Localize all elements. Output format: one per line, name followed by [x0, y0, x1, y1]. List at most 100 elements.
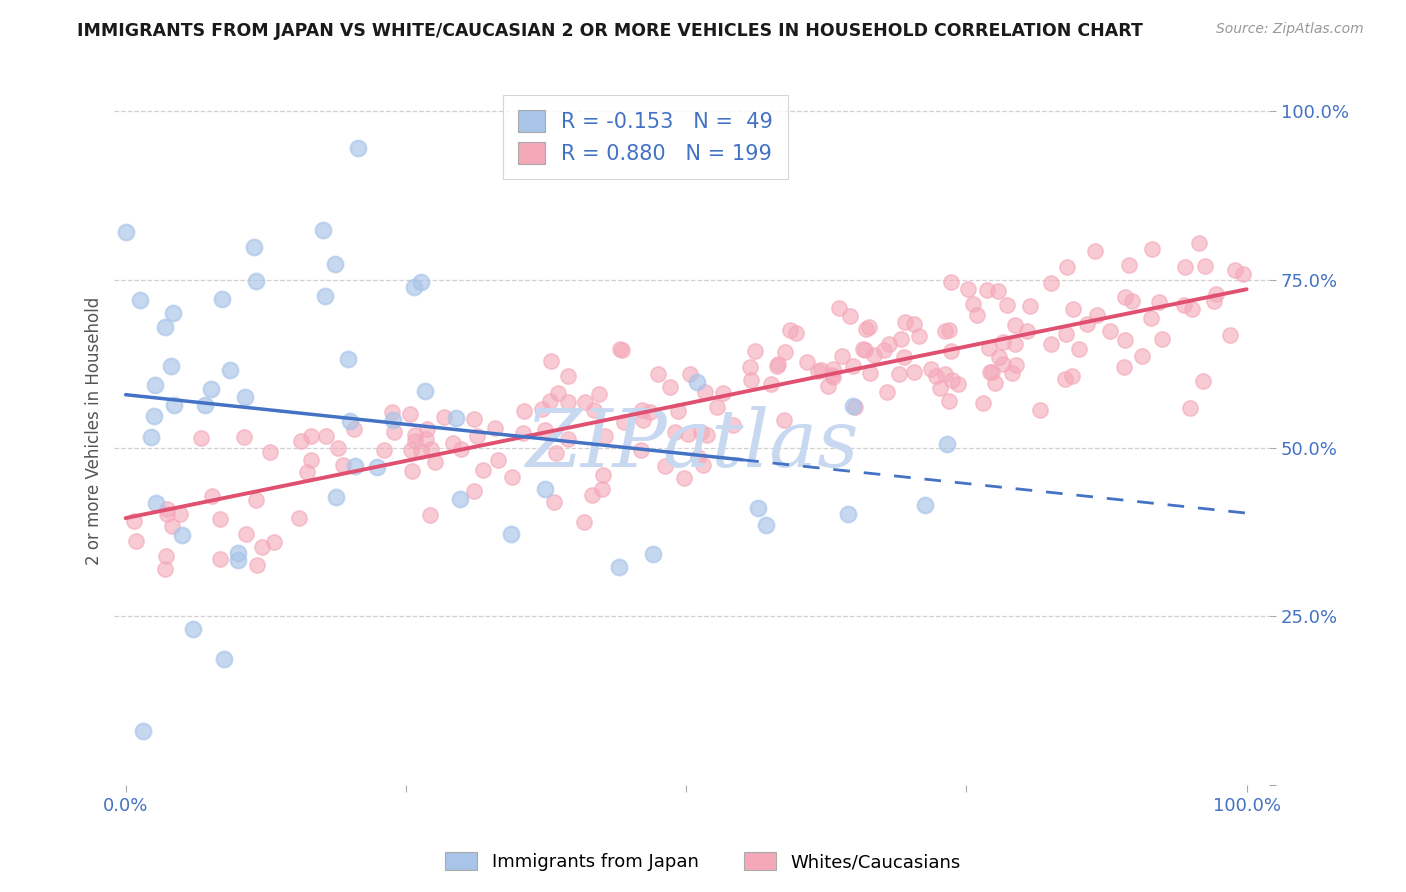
Point	[935, 437, 957, 451]
Legend: Immigrants from Japan, Whites/Caucasians: Immigrants from Japan, Whites/Caucasians	[437, 845, 969, 879]
Point	[929, 381, 952, 395]
Point	[211, 292, 233, 306]
Point	[1194, 259, 1216, 273]
Point	[1085, 308, 1108, 322]
Point	[245, 274, 267, 288]
Point	[538, 394, 561, 409]
Point	[993, 357, 1015, 371]
Point	[413, 384, 436, 398]
Point	[1130, 350, 1153, 364]
Point	[1076, 317, 1098, 331]
Point	[1219, 327, 1241, 342]
Point	[1174, 260, 1197, 274]
Point	[339, 414, 361, 428]
Point	[894, 316, 917, 330]
Point	[641, 547, 664, 561]
Point	[1054, 327, 1077, 342]
Point	[343, 422, 366, 436]
Point	[768, 357, 790, 371]
Point	[1004, 318, 1026, 332]
Point	[1053, 372, 1076, 386]
Point	[858, 319, 880, 334]
Point	[325, 491, 347, 505]
Point	[852, 342, 875, 356]
Point	[581, 487, 603, 501]
Point	[226, 546, 249, 560]
Point	[501, 526, 523, 541]
Point	[876, 385, 898, 400]
Point	[1142, 243, 1164, 257]
Point	[654, 459, 676, 474]
Point	[382, 425, 405, 439]
Text: Source: ZipAtlas.com: Source: ZipAtlas.com	[1216, 22, 1364, 37]
Point	[416, 421, 439, 435]
Point	[666, 404, 689, 418]
Point	[323, 257, 346, 271]
Point	[501, 469, 523, 483]
Point	[842, 399, 865, 413]
Point	[976, 283, 998, 297]
Point	[972, 396, 994, 410]
Point	[979, 365, 1001, 379]
Point	[142, 409, 165, 423]
Point	[1232, 267, 1254, 281]
Point	[449, 491, 471, 506]
Point	[235, 390, 257, 404]
Point	[893, 351, 915, 365]
Point	[169, 507, 191, 521]
Point	[914, 499, 936, 513]
Point	[226, 553, 249, 567]
Point	[755, 518, 778, 533]
Point	[948, 376, 970, 391]
Point	[934, 367, 956, 381]
Point	[879, 337, 901, 351]
Point	[212, 652, 235, 666]
Point	[588, 386, 610, 401]
Point	[557, 369, 579, 384]
Point	[766, 359, 789, 373]
Point	[1067, 342, 1090, 356]
Point	[1180, 401, 1202, 415]
Point	[631, 403, 654, 417]
Point	[693, 384, 716, 399]
Point	[941, 373, 963, 387]
Point	[920, 362, 942, 376]
Point	[1114, 359, 1136, 374]
Point	[419, 442, 441, 456]
Point	[404, 434, 426, 449]
Point	[1188, 235, 1211, 250]
Point	[1121, 294, 1143, 309]
Point	[486, 453, 509, 467]
Point	[1192, 374, 1215, 388]
Point	[399, 443, 422, 458]
Point	[1099, 324, 1122, 338]
Point	[201, 489, 224, 503]
Point	[872, 343, 894, 357]
Point	[664, 425, 686, 440]
Point	[711, 385, 734, 400]
Y-axis label: 2 or more Vehicles in Household: 2 or more Vehicles in Household	[86, 297, 103, 566]
Point	[531, 401, 554, 416]
Point	[557, 395, 579, 409]
Point	[1040, 276, 1063, 290]
Point	[533, 423, 555, 437]
Point	[246, 558, 269, 573]
Point	[638, 405, 661, 419]
Point	[381, 413, 404, 427]
Point	[828, 301, 851, 315]
Point	[543, 495, 565, 509]
Point	[259, 445, 281, 459]
Point	[574, 394, 596, 409]
Point	[512, 425, 534, 440]
Point	[125, 534, 148, 549]
Point	[740, 359, 762, 374]
Point	[773, 413, 796, 427]
Point	[924, 368, 946, 383]
Point	[938, 394, 960, 409]
Point	[962, 297, 984, 311]
Point	[1205, 286, 1227, 301]
Point	[785, 326, 807, 341]
Point	[250, 540, 273, 554]
Point	[450, 442, 472, 456]
Point	[347, 140, 370, 154]
